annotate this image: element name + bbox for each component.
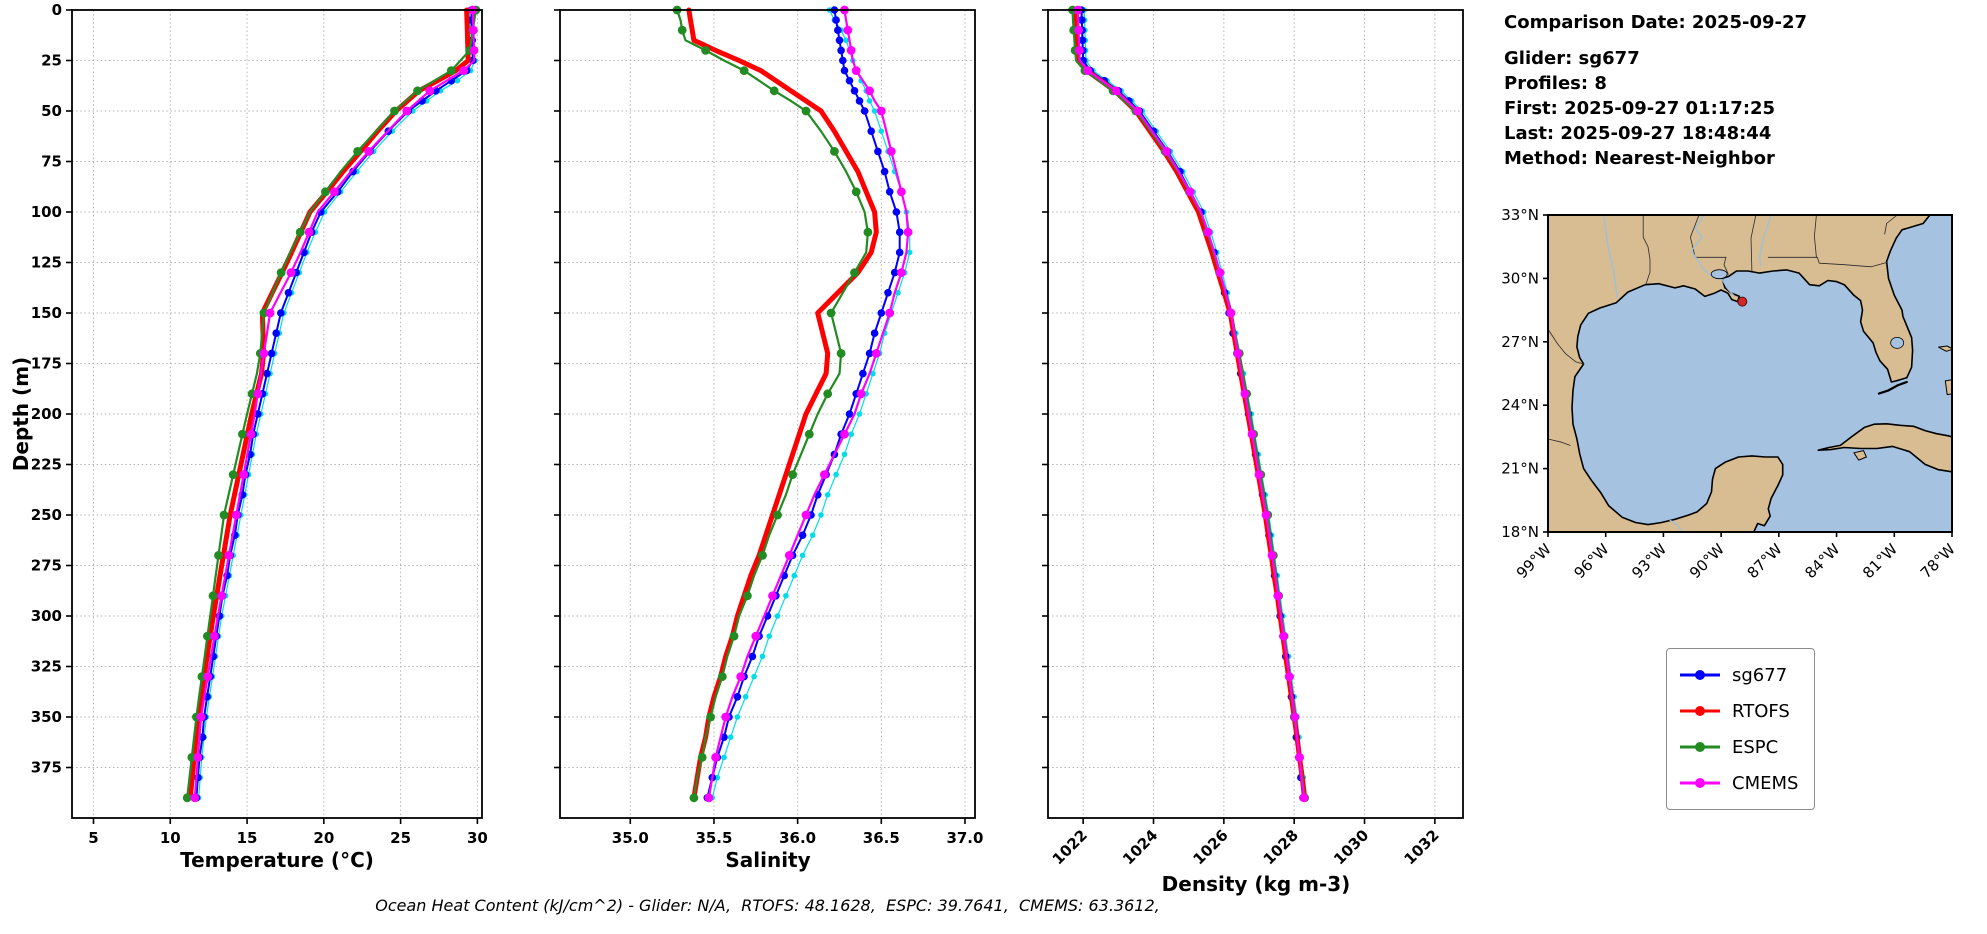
svg-text:1022: 1022 [1049,826,1091,868]
svg-text:75: 75 [41,153,62,171]
svg-text:96°W: 96°W [1571,540,1613,582]
depth-axis-label: Depth (m) [9,356,33,472]
svg-text:25: 25 [41,52,62,70]
first-profile-time: First: 2025-09-27 01:17:25 [1504,98,1776,119]
svg-text:21°N: 21°N [1501,460,1539,478]
series-RTOFS [686,7,879,801]
series-CMEMS [1076,8,1306,799]
profile-count: Profiles: 8 [1504,73,1607,94]
svg-text:350: 350 [31,708,62,726]
svg-text:150: 150 [31,304,62,322]
gulf-of-mexico-map: 33°N 30°N 27°N 24°N 21°N 18°N99°W 96°W 93°W 90°W… [1501,206,1959,582]
glider-location-marker [1737,296,1748,307]
legend-item: ESPC [1677,729,1798,765]
legend-label: sg677 [1732,664,1788,686]
svg-text:175: 175 [31,355,62,373]
svg-text:37.0: 37.0 [946,829,983,847]
svg-text:250: 250 [31,506,62,524]
svg-text:125: 125 [31,254,62,272]
salinity-axis-label: Salinity [725,848,811,872]
ocean-heat-content-text: Ocean Heat Content (kJ/cm^2) - Glider: N… [375,896,1160,915]
legend-label: CMEMS [1732,772,1799,794]
svg-text:50: 50 [41,102,62,120]
temperature-axis-label: Temperature (°C) [180,848,374,872]
last-profile-time: Last: 2025-09-27 18:48:44 [1504,123,1772,144]
svg-text:78°W: 78°W [1917,540,1959,582]
svg-text:225: 225 [31,456,62,474]
svg-text:1030: 1030 [1330,826,1372,868]
series-RTOFS [1073,7,1308,801]
svg-text:300: 300 [31,607,62,625]
method: Method: Nearest-Neighbor [1504,148,1775,169]
svg-text:93°W: 93°W [1628,540,1670,582]
series-sg677 [1080,9,1304,799]
svg-text:25: 25 [390,829,411,847]
svg-text:100: 100 [31,203,62,221]
legend-label: RTOFS [1732,700,1790,722]
svg-text:30: 30 [467,829,488,847]
svg-text:27°N: 27°N [1501,333,1539,351]
svg-text:1032: 1032 [1400,826,1442,868]
series-CMEMS [193,8,476,799]
svg-text:1028: 1028 [1260,826,1302,868]
series-ESPC [675,8,870,799]
metadata-panel: Comparison Date: 2025-09-27 Glider: sg67… [1504,10,1807,171]
svg-text:30°N: 30°N [1501,269,1539,287]
svg-text:5: 5 [88,829,98,847]
svg-text:10: 10 [160,829,181,847]
svg-text:81°W: 81°W [1859,540,1901,582]
density-axis-label: Density (kg m-3) [1161,872,1351,896]
legend-item: CMEMS [1677,765,1798,801]
svg-text:36.0: 36.0 [779,829,816,847]
svg-text:200: 200 [31,405,62,423]
series-RTOFS [187,7,471,801]
series-ESPC [1071,8,1306,799]
legend-item: sg677 [1677,657,1798,693]
series-ESPC [186,8,477,799]
svg-text:325: 325 [31,658,62,676]
legend: sg677 RTOFS ESPC CMEMS [1666,648,1816,810]
series-sg677 [195,9,474,799]
svg-text:1026: 1026 [1189,826,1231,868]
svg-text:24°N: 24°N [1501,396,1539,414]
glider-id: Glider: sg677 [1504,48,1640,69]
svg-text:36.5: 36.5 [863,829,900,847]
svg-text:20: 20 [313,829,334,847]
svg-text:275: 275 [31,557,62,575]
svg-text:99°W: 99°W [1513,540,1555,582]
svg-text:35.5: 35.5 [695,829,732,847]
svg-text:375: 375 [31,759,62,777]
legend-label: ESPC [1732,736,1779,758]
svg-text:18°N: 18°N [1501,523,1539,541]
legend-marker [1680,742,1720,752]
svg-text:84°W: 84°W [1801,540,1843,582]
svg-text:35.0: 35.0 [612,829,649,847]
legend-marker [1680,706,1720,716]
svg-text:1024: 1024 [1119,826,1161,868]
svg-text:33°N: 33°N [1501,206,1539,224]
svg-text:0: 0 [52,1,62,19]
series-sg677-raw [198,9,476,799]
svg-text:15: 15 [237,829,258,847]
legend-marker [1680,778,1720,788]
series-sg677-raw [1083,9,1306,799]
comparison-date: Comparison Date: 2025-09-27 [1504,12,1808,33]
legend-marker [1680,670,1720,680]
svg-text:90°W: 90°W [1686,540,1728,582]
legend-item: RTOFS [1677,693,1798,729]
svg-text:87°W: 87°W [1744,540,1786,582]
spacer [1504,35,1807,46]
